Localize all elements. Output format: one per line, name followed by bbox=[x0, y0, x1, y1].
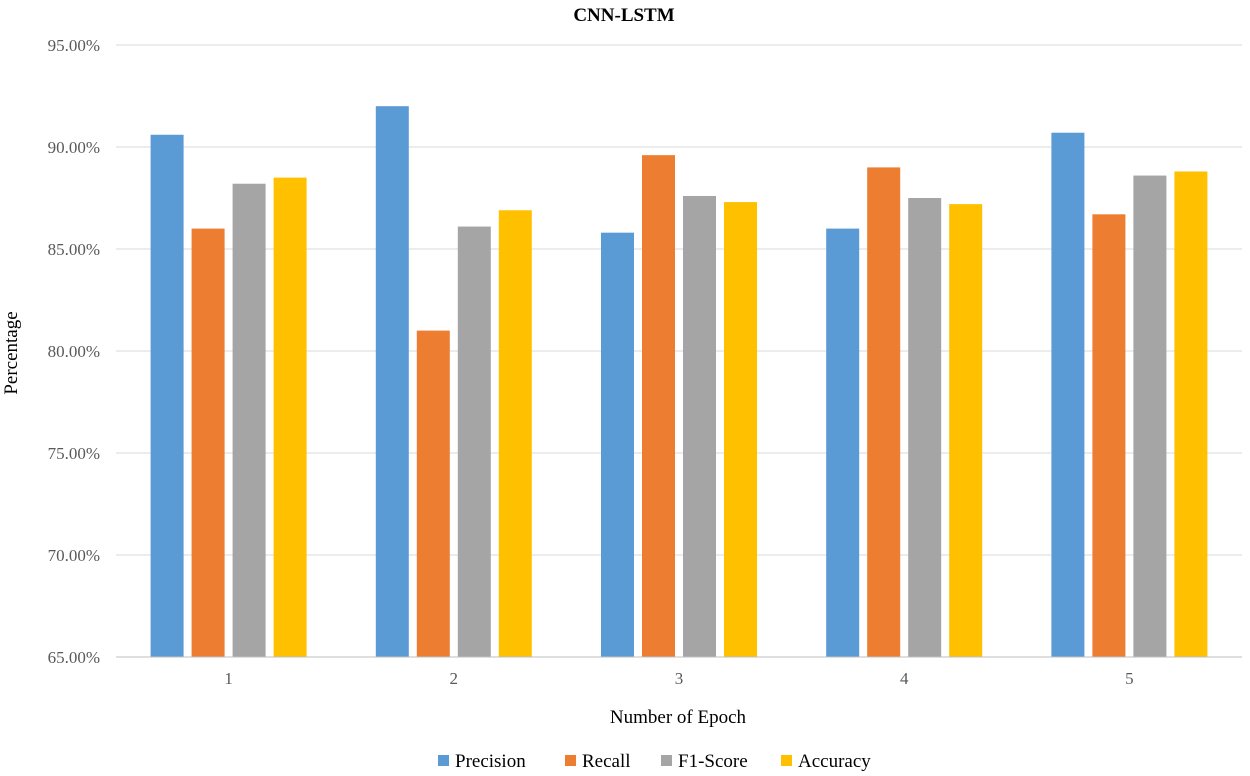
y-axis-ticks: 65.00% 70.00% 75.00% 80.00% 85.00% 90.00% 95.0… bbox=[48, 36, 100, 667]
x-tick-label: 4 bbox=[900, 669, 909, 688]
bar-f1-score-epoch-4 bbox=[908, 198, 942, 657]
y-tick-label: 75.00% bbox=[48, 444, 100, 463]
bar-precision-epoch-5 bbox=[1051, 132, 1085, 658]
bar-f1-score-epoch-2 bbox=[457, 226, 491, 657]
bar-f1-score-epoch-1 bbox=[232, 183, 266, 657]
legend-swatch-recall bbox=[565, 755, 576, 766]
bar-accuracy-epoch-5 bbox=[1174, 171, 1208, 658]
bar-precision-epoch-2 bbox=[375, 106, 409, 657]
bar-precision-epoch-4 bbox=[826, 228, 860, 657]
bar-recall-epoch-4 bbox=[867, 167, 901, 657]
legend-label-precision: Precision bbox=[455, 751, 526, 772]
y-tick-label: 90.00% bbox=[48, 138, 100, 157]
bar-recall-epoch-2 bbox=[416, 330, 450, 657]
y-tick-label: 85.00% bbox=[48, 240, 100, 259]
bar-accuracy-epoch-3 bbox=[724, 202, 757, 657]
bar-precision-epoch-1 bbox=[150, 134, 184, 657]
legend-swatch-precision bbox=[438, 755, 449, 766]
x-tick-label: 1 bbox=[224, 669, 233, 688]
x-axis-ticks: 1 2 3 4 5 bbox=[224, 669, 1133, 688]
y-tick-label: 70.00% bbox=[48, 546, 100, 565]
legend-label-f1-score: F1-Score bbox=[678, 751, 748, 772]
bars bbox=[150, 106, 1208, 658]
chart-title: CNN-LSTM bbox=[573, 5, 674, 26]
legend-swatch-f1-score bbox=[661, 755, 672, 766]
bar-accuracy-epoch-2 bbox=[498, 210, 532, 658]
y-tick-label: 80.00% bbox=[48, 342, 100, 361]
bar-f1-score-epoch-3 bbox=[683, 195, 716, 657]
x-tick-label: 3 bbox=[675, 669, 684, 688]
x-tick-label: 2 bbox=[450, 669, 459, 688]
legend-label-recall: Recall bbox=[582, 751, 631, 772]
legend-swatch-accuracy bbox=[781, 755, 792, 766]
bar-accuracy-epoch-1 bbox=[273, 177, 307, 657]
x-tick-label: 5 bbox=[1125, 669, 1134, 688]
bar-recall-epoch-3 bbox=[642, 155, 675, 657]
y-tick-label: 65.00% bbox=[48, 648, 100, 667]
x-axis-title: Number of Epoch bbox=[610, 707, 747, 728]
bar-accuracy-epoch-4 bbox=[949, 204, 983, 657]
bar-f1-score-epoch-5 bbox=[1133, 175, 1167, 657]
bar-recall-epoch-5 bbox=[1092, 214, 1126, 657]
legend: Precision Recall F1-Score Accuracy bbox=[438, 751, 871, 772]
bar-precision-epoch-3 bbox=[601, 232, 634, 657]
y-tick-label: 95.00% bbox=[48, 36, 100, 55]
y-axis-title: Percentage bbox=[1, 311, 22, 394]
bar-recall-epoch-1 bbox=[191, 228, 225, 657]
legend-label-accuracy: Accuracy bbox=[798, 751, 871, 772]
